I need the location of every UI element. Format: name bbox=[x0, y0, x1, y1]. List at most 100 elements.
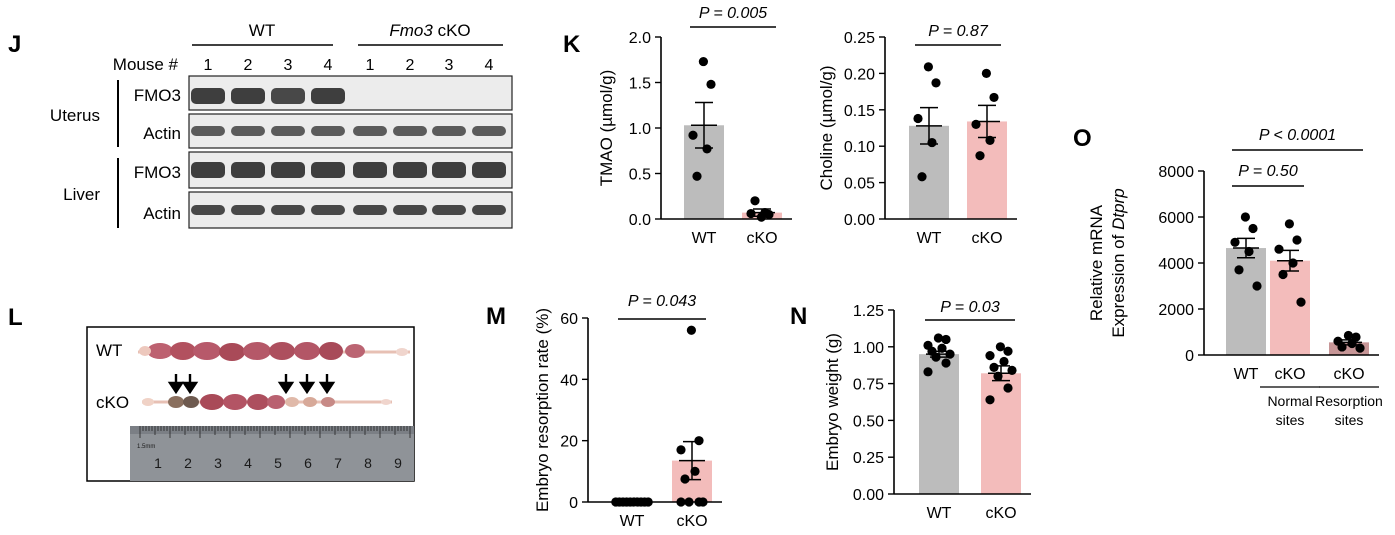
ruler-number: 8 bbox=[364, 455, 372, 471]
chart-m: M 0 20 40 60 Embryo resorption rate (%) WT cKO P… bbox=[486, 293, 722, 530]
blot-band bbox=[311, 162, 345, 178]
significance-text: P = 0.03 bbox=[940, 299, 1000, 316]
arrow-2 bbox=[181, 374, 199, 395]
blot-band bbox=[271, 205, 305, 215]
resorption-arrows bbox=[167, 374, 336, 395]
y-tick-label: 60 bbox=[560, 311, 578, 328]
y-tick-label: 0.0 bbox=[629, 212, 651, 229]
data-point bbox=[676, 445, 686, 455]
y-tick-label: 1.25 bbox=[853, 303, 884, 320]
lane-label-5: 1 bbox=[366, 57, 375, 74]
blot-strips bbox=[188, 75, 513, 229]
data-point bbox=[923, 367, 933, 377]
data-point bbox=[981, 68, 992, 78]
y-tick-label: 6000 bbox=[1158, 210, 1194, 227]
data-point bbox=[702, 144, 712, 154]
significance-text: P = 0.005 bbox=[699, 5, 767, 22]
y-tick-label: 0.20 bbox=[844, 66, 875, 83]
ruler-number: 3 bbox=[214, 455, 222, 471]
ruler-number: 6 bbox=[304, 455, 312, 471]
lane-label-8: 4 bbox=[485, 57, 494, 74]
data-point bbox=[917, 172, 927, 182]
y-tick-label: 0.15 bbox=[844, 103, 875, 120]
y-tick-label: 0 bbox=[1185, 348, 1194, 365]
data-point bbox=[692, 171, 702, 181]
y-tick-label: 0.25 bbox=[853, 450, 884, 467]
photo-label-cko: cKO bbox=[96, 393, 129, 412]
y-axis-label: Relative mRNA bbox=[1087, 204, 1106, 321]
data-point bbox=[1343, 330, 1353, 341]
x-tick-label: WT bbox=[620, 513, 645, 530]
data-point bbox=[1244, 246, 1254, 257]
tissue-label-liver: Liver bbox=[63, 185, 100, 204]
lane-label-4: 4 bbox=[324, 57, 333, 74]
x-sublabel-line2: sites bbox=[1335, 412, 1364, 428]
data-point bbox=[975, 151, 985, 161]
uterus-photo-panel: L WT cKO bbox=[8, 304, 415, 482]
data-point bbox=[694, 436, 704, 446]
lane-labels: 1 2 3 4 1 2 3 4 bbox=[204, 57, 494, 74]
ruler-number: 1 bbox=[154, 455, 162, 471]
row-label-liver-actin: Actin bbox=[143, 204, 181, 223]
tissue-label-uterus: Uterus bbox=[50, 106, 100, 125]
chart-o: O 0 2000 4000 6000 8000 Relative mRNA Expressio… bbox=[1073, 125, 1383, 428]
data-point bbox=[945, 349, 955, 359]
lane-label-6: 2 bbox=[406, 57, 415, 74]
bar-n-1 bbox=[981, 373, 1021, 494]
data-point bbox=[931, 78, 941, 88]
panel-label-j: J bbox=[8, 31, 21, 58]
blot-band bbox=[311, 205, 345, 215]
y-axis-label-gene: Dtprp bbox=[1109, 188, 1128, 230]
data-point bbox=[690, 466, 700, 476]
blot-band bbox=[191, 162, 225, 178]
blot-band bbox=[472, 162, 506, 178]
lane-label-2: 2 bbox=[244, 57, 253, 74]
arrow-5 bbox=[318, 374, 336, 395]
y-tick-label: 1.00 bbox=[853, 340, 884, 357]
x-sublabel-line2: sites bbox=[1276, 412, 1305, 428]
data-point bbox=[1003, 383, 1013, 393]
y-tick-label: 0.75 bbox=[853, 377, 884, 394]
y-tick-label: 0.05 bbox=[844, 176, 875, 193]
y-tick-label: 0.00 bbox=[853, 487, 884, 504]
group-gene-italic: Fmo3 bbox=[389, 21, 433, 40]
y-axis-label-prefix: Expression of bbox=[1109, 230, 1128, 338]
data-point bbox=[1240, 212, 1250, 222]
data-point bbox=[985, 135, 995, 145]
significance-text: P = 0.87 bbox=[928, 23, 989, 40]
bar-o-1 bbox=[1270, 260, 1310, 355]
data-point bbox=[941, 358, 951, 368]
y-axis-label-line2: Expression of Dtprp bbox=[1109, 188, 1128, 337]
data-point bbox=[937, 343, 947, 353]
data-point bbox=[1292, 235, 1302, 245]
y-axis-label: Embryo resorption rate (%) bbox=[533, 308, 552, 512]
data-point bbox=[643, 497, 653, 507]
data-point bbox=[985, 351, 995, 361]
data-point bbox=[1355, 343, 1365, 353]
ruler-number: 7 bbox=[334, 455, 342, 471]
row-label-liver-fmo3: FMO3 bbox=[134, 163, 181, 182]
blot-band bbox=[353, 162, 387, 178]
wt-uterus-image bbox=[138, 342, 410, 361]
lane-label-7: 3 bbox=[445, 57, 454, 74]
data-point bbox=[989, 92, 999, 103]
blot-band bbox=[191, 126, 225, 136]
data-point bbox=[1296, 297, 1306, 307]
data-point bbox=[971, 119, 981, 129]
lane-label-1: 1 bbox=[204, 57, 213, 74]
ruler-number: 9 bbox=[394, 455, 402, 471]
x-tick-label: WT bbox=[917, 230, 942, 247]
blot-band bbox=[472, 126, 506, 136]
ruler-unit-label: 1.5mm bbox=[137, 444, 155, 450]
chart-n: N 0.00 0.25 0.50 0.75 1.00 1.25 Embryo weight (… bbox=[790, 299, 1031, 522]
data-point bbox=[676, 497, 686, 507]
row-label-uterus-actin: Actin bbox=[143, 124, 181, 143]
panel-label-n: N bbox=[790, 303, 807, 330]
blot-band bbox=[311, 88, 345, 104]
data-point bbox=[931, 352, 941, 362]
blot-band bbox=[231, 162, 265, 178]
data-point bbox=[1278, 269, 1288, 280]
blot-band bbox=[231, 205, 265, 215]
blot-band bbox=[393, 205, 427, 215]
blot-band bbox=[191, 205, 225, 215]
